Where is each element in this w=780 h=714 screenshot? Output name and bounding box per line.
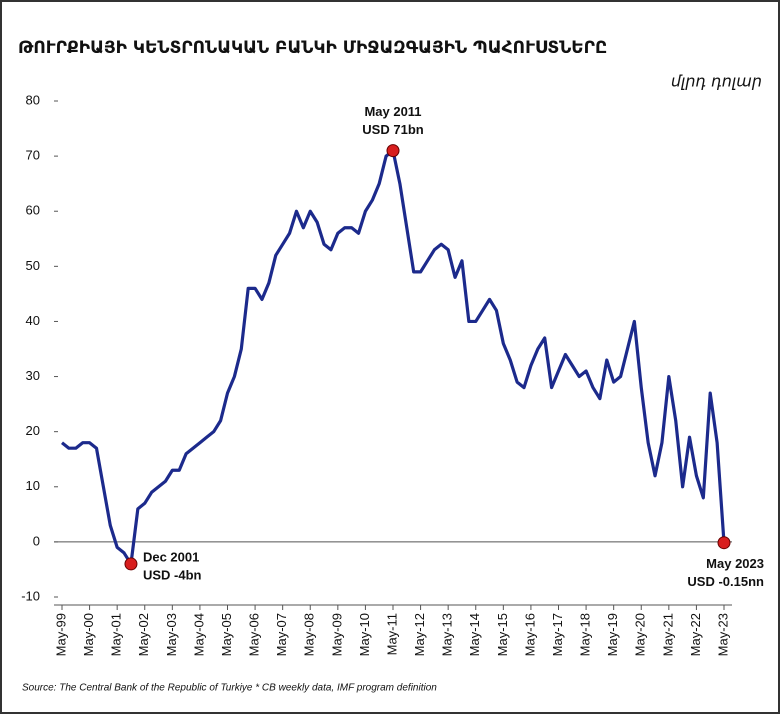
x-tick-label: May-11	[384, 613, 399, 655]
chart-subtitle: մլրդ դոլար	[671, 72, 762, 91]
x-tick-label: May-07	[274, 613, 289, 656]
x-tick-label: May-02	[136, 613, 151, 656]
source: Source: The Central Bank of the Republic…	[22, 683, 437, 694]
annotation: USD -4bn	[143, 567, 202, 582]
x-tick-label: May-21	[660, 613, 675, 656]
y-tick-label: -10	[21, 588, 40, 603]
annotation: USD 71bn	[362, 122, 423, 137]
x-tick-label: May-12	[412, 613, 427, 656]
x-tick-label: May-23	[715, 613, 730, 656]
x-tick-label: May-03	[164, 613, 179, 656]
x-tick-label: May-01	[109, 613, 124, 656]
x-tick-label: May-00	[81, 613, 96, 656]
annotation: USD -0.15nn	[687, 574, 764, 589]
annotation: May 2011	[364, 104, 421, 119]
x-tick-label: May-20	[633, 613, 648, 656]
y-tick-label: 70	[26, 148, 40, 163]
marker	[124, 557, 138, 571]
x-tick-label: May-05	[219, 613, 234, 656]
x-tick-label: May-06	[247, 613, 262, 656]
marker	[717, 536, 731, 550]
x-tick-label: May-04	[191, 613, 206, 656]
y-tick-label: 50	[26, 258, 40, 273]
y-tick-label: 30	[26, 368, 40, 383]
marker	[386, 144, 400, 158]
x-tick-label: May-14	[467, 613, 482, 656]
y-tick-label: 10	[26, 478, 40, 493]
x-tick-label: May-22	[688, 613, 703, 656]
x-tick-label: May-18	[578, 613, 593, 656]
x-tick-label: May-99	[53, 613, 68, 656]
x-tick-label: May-19	[605, 613, 620, 656]
annotation: May 2023	[706, 556, 764, 571]
y-tick-label: 60	[26, 203, 40, 218]
x-tick-label: May-16	[522, 613, 537, 656]
x-tick-label: May-15	[495, 613, 510, 656]
x-tick-label: May-09	[329, 613, 344, 656]
x-tick-label: May-08	[302, 613, 317, 656]
annotation: Dec 2001	[143, 549, 199, 564]
y-tick-label: 20	[26, 423, 40, 438]
x-tick-label: May-10	[357, 613, 372, 656]
chart-title: ԹՈՒՐՔԻԱՅԻ ԿԵՆՏՐՈՆԱԿԱՆ ԲԱՆԿԻ ՄԻՋԱԶԳԱՅԻՆ Պ…	[18, 38, 607, 58]
x-tick-label: May-13	[440, 613, 455, 656]
y-tick-label: 0	[33, 533, 40, 548]
y-tick-label: 40	[26, 313, 40, 328]
x-tick-label: May-17	[550, 613, 565, 656]
y-tick-label: 80	[26, 92, 40, 107]
